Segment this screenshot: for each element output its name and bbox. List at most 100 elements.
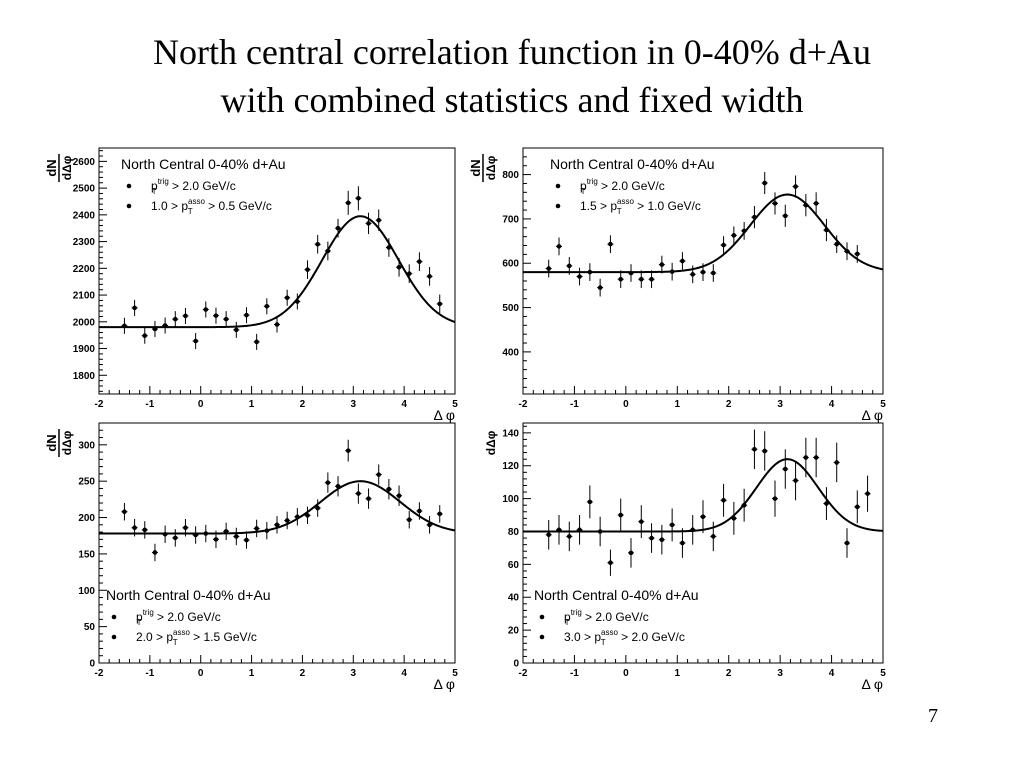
data-marker — [345, 200, 351, 206]
x-tick-label: 0 — [623, 668, 629, 679]
legend: North Central 0-40% d+Au ptrig T > 2.0 GeV… — [534, 587, 699, 647]
data-marker — [628, 270, 634, 276]
data-point — [700, 500, 706, 534]
data-point — [294, 293, 301, 310]
data-marker — [865, 491, 870, 496]
x-tick-label: -2 — [95, 399, 104, 410]
y-tick-label: 0 — [89, 659, 95, 670]
data-point — [182, 307, 189, 324]
legend-entry: ptrig T > 2.0 GeV/c — [564, 608, 649, 627]
data-marker — [546, 266, 552, 271]
data-point — [223, 311, 230, 328]
y-tick-label: 0 — [513, 659, 519, 670]
data-point — [274, 516, 280, 534]
data-marker — [690, 527, 696, 533]
legend-marker — [111, 634, 117, 640]
x-tick-label: 0 — [623, 399, 629, 410]
y-axis-label: dΔφ — [484, 430, 498, 455]
data-point — [566, 257, 573, 275]
data-point — [345, 190, 352, 215]
data-marker — [264, 303, 270, 309]
data-point — [710, 264, 717, 282]
data-point — [131, 519, 138, 537]
y-tick-label: 1900 — [73, 344, 96, 355]
data-point — [802, 194, 809, 217]
y-tick-label: 800 — [502, 170, 519, 181]
data-point — [385, 238, 392, 257]
data-marker — [587, 269, 593, 275]
data-point — [833, 235, 840, 254]
fit-curve — [523, 193, 884, 274]
data-marker — [213, 537, 219, 542]
x-axis-label: Δ φ — [861, 407, 883, 423]
data-point — [761, 171, 768, 195]
data-point — [864, 475, 871, 512]
data-marker — [376, 472, 382, 477]
data-point — [556, 515, 562, 545]
y-tick-label: 40 — [508, 593, 520, 604]
data-point — [284, 511, 291, 530]
y-axis-label-denominator: dΔφ — [484, 430, 498, 455]
data-marker — [669, 522, 675, 528]
slide-title-line-1: North central correlation function in 0-… — [152, 32, 872, 72]
chart-panel-top-right: -2 -1 0 1 2 3 4 5 400 500 600 700 800 dN dΔφ Δ φ North C… — [468, 147, 886, 423]
data-point — [782, 449, 789, 489]
legend-entry: ptrig T > 2.0 GeV/c — [136, 608, 221, 627]
chart-panel-bottom-right: -2 -1 0 1 2 3 4 5 0 20 40 60 80 100 120 140 dΔφ Δ φ North … — [484, 422, 886, 692]
data-point — [751, 206, 758, 229]
legend: North Central 0-40% d+Au ptrig T > 2.0 GeV… — [121, 156, 286, 216]
x-tick-label: 2 — [300, 668, 306, 679]
data-marker — [649, 535, 654, 541]
data-marker — [274, 522, 280, 528]
x-tick-label: 0 — [198, 668, 204, 679]
data-point — [355, 483, 362, 504]
data-marker — [556, 244, 562, 249]
data-marker — [193, 338, 198, 344]
legend-marker — [539, 634, 545, 640]
plot-frame — [98, 422, 456, 664]
data-marker — [396, 493, 402, 499]
data-marker — [649, 276, 654, 282]
data-marker — [183, 313, 188, 319]
data-marker — [417, 508, 422, 514]
legend-entry: 3.0 > passo T > 2.0 GeV/c — [564, 628, 685, 647]
data-point — [782, 204, 789, 227]
data-point — [426, 266, 433, 286]
legend-marker — [126, 203, 132, 209]
data-point — [141, 521, 148, 539]
data-marker — [546, 532, 552, 538]
data-point — [365, 488, 372, 509]
y-tick-label: 2600 — [73, 157, 96, 168]
data-point — [689, 265, 696, 284]
data-marker — [417, 259, 422, 264]
x-tick-label: 2 — [300, 399, 306, 410]
y-tick-label: 500 — [502, 303, 519, 314]
data-point — [628, 264, 634, 282]
x-tick-label: -1 — [145, 668, 154, 679]
data-point — [720, 483, 727, 517]
legend-marker — [555, 183, 561, 189]
data-point — [700, 263, 706, 281]
data-point — [436, 505, 443, 523]
data-marker — [152, 550, 158, 555]
data-marker — [669, 269, 675, 274]
data-marker — [680, 540, 685, 546]
data-marker — [234, 327, 239, 333]
data-point — [406, 264, 413, 284]
data-marker — [305, 267, 310, 272]
x-tick-label: 1 — [249, 399, 255, 410]
data-point — [385, 479, 392, 500]
data-point — [844, 528, 850, 558]
legend-title: North Central 0-40% d+Au — [534, 587, 699, 603]
data-point — [253, 333, 260, 350]
data-marker — [315, 241, 320, 247]
data-point — [638, 270, 645, 289]
data-point — [772, 192, 778, 215]
data-marker — [741, 502, 747, 508]
data-point — [243, 531, 250, 549]
data-point — [192, 526, 199, 544]
data-point — [182, 519, 189, 537]
x-tick-label: 1 — [249, 668, 255, 679]
x-tick-label: 1 — [675, 399, 681, 410]
x-axis-label: Δ φ — [433, 407, 455, 423]
